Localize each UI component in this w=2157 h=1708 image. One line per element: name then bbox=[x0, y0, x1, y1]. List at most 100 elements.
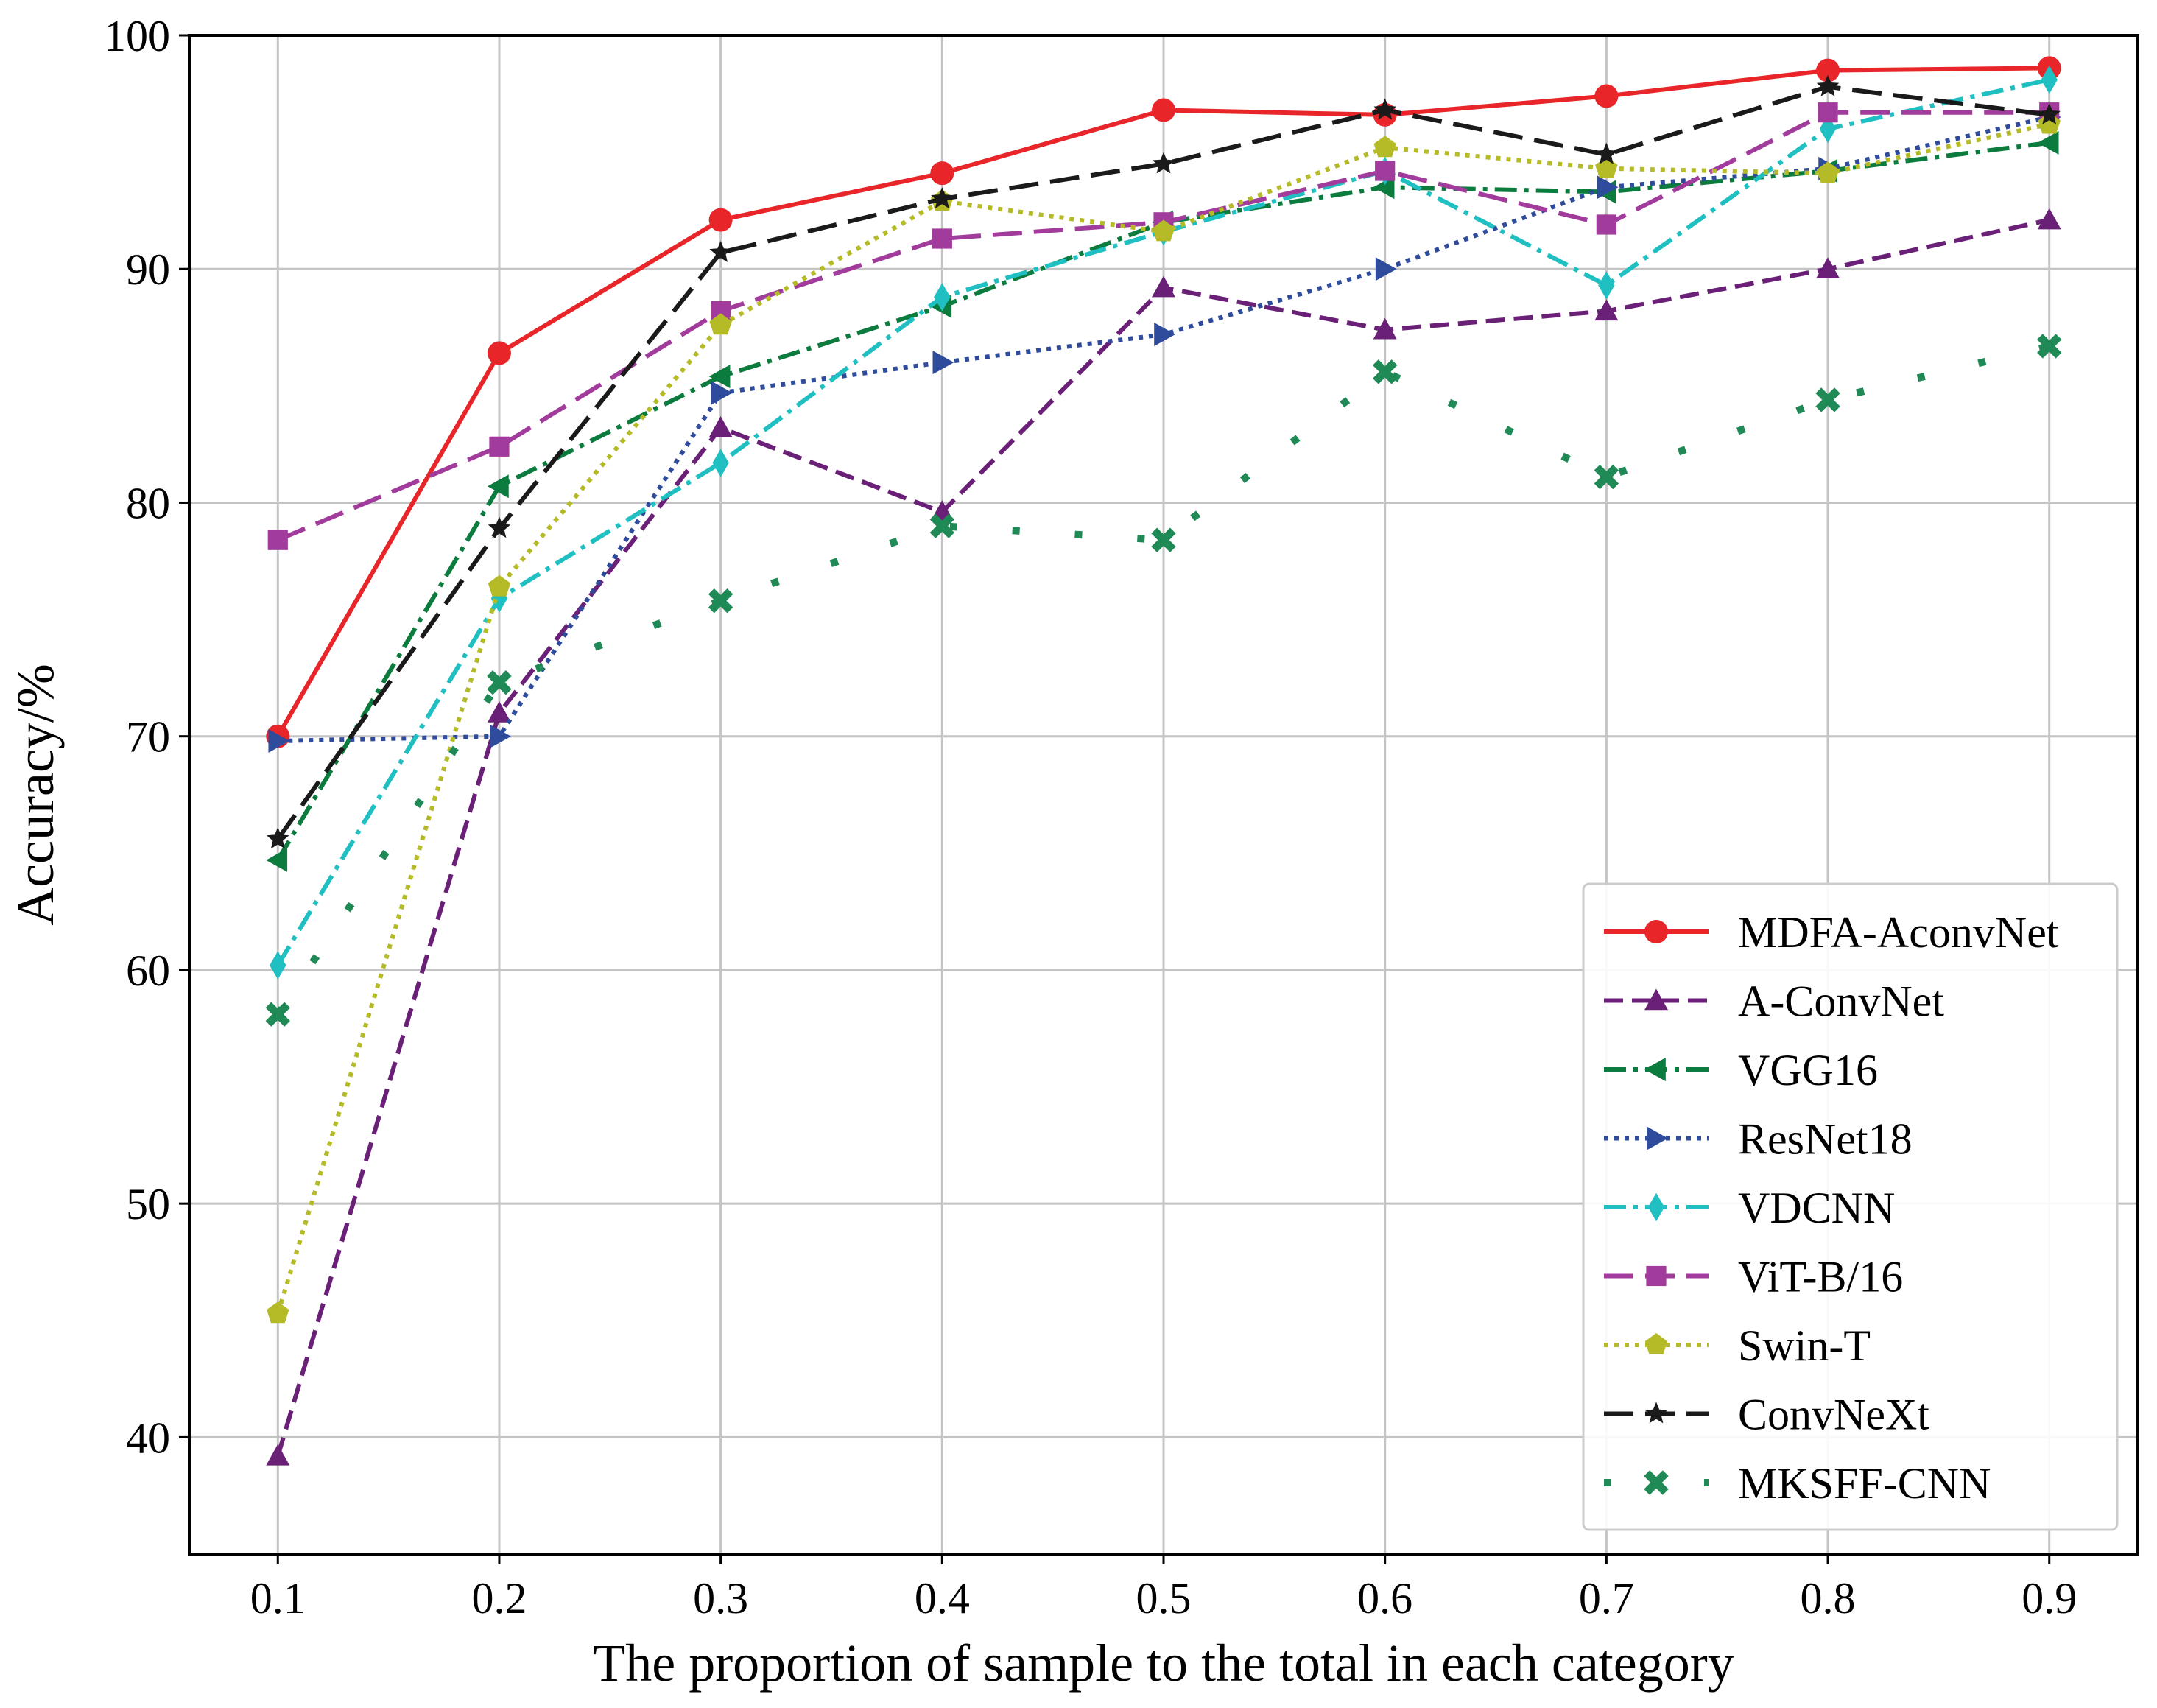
data-point-marker bbox=[1596, 214, 1616, 235]
data-point-marker bbox=[1594, 299, 1619, 321]
data-point-marker bbox=[1375, 257, 1397, 281]
data-point-marker bbox=[1373, 317, 1397, 340]
data-point-marker bbox=[708, 588, 733, 614]
x-tick-label: 0.8 bbox=[1801, 1574, 1856, 1623]
legend-label: ResNet18 bbox=[1738, 1115, 1913, 1164]
legend-item: ResNet18 bbox=[1604, 1115, 1913, 1164]
legend-item: Swin-T bbox=[1604, 1321, 1871, 1370]
y-tick-label: 80 bbox=[126, 479, 170, 527]
data-point-marker bbox=[1647, 1192, 1665, 1222]
series-line bbox=[275, 84, 2050, 841]
data-point-marker bbox=[1373, 175, 1395, 200]
data-point-marker bbox=[267, 530, 288, 550]
data-point-marker bbox=[932, 351, 954, 375]
x-tick-label: 0.3 bbox=[693, 1574, 748, 1623]
data-point-marker bbox=[1644, 1333, 1668, 1354]
data-point-marker bbox=[2037, 130, 2059, 155]
data-point-marker bbox=[1647, 1126, 1668, 1150]
data-point-marker bbox=[487, 700, 511, 723]
data-point-marker bbox=[1154, 323, 1175, 347]
x-tick-label: 0.6 bbox=[1357, 1574, 1412, 1623]
x-tick-label: 0.5 bbox=[1136, 1574, 1192, 1623]
data-point-marker bbox=[2038, 102, 2061, 124]
data-point-marker bbox=[266, 848, 288, 872]
data-point-marker bbox=[1372, 359, 1398, 384]
series-line bbox=[275, 77, 2050, 967]
series-line bbox=[278, 115, 2050, 743]
data-point-marker bbox=[1646, 1265, 1667, 1287]
y-tick-label: 40 bbox=[126, 1413, 170, 1462]
legend-label: MDFA-AconvNet bbox=[1738, 908, 2059, 957]
x-tick-label: 0.9 bbox=[2021, 1574, 2077, 1623]
legend-item: ViT-B/16 bbox=[1604, 1253, 1903, 1301]
series-line bbox=[275, 140, 2050, 862]
data-point-marker bbox=[1373, 98, 1396, 120]
x-tick-label: 0.1 bbox=[250, 1574, 306, 1623]
data-point-marker bbox=[930, 161, 954, 186]
data-point-marker bbox=[1152, 275, 1175, 298]
data-point-marker bbox=[267, 1301, 289, 1324]
data-point-marker bbox=[712, 449, 729, 477]
data-point-marker bbox=[929, 513, 955, 538]
data-point-marker bbox=[1644, 920, 1668, 943]
legend-label: ConvNeXt bbox=[1738, 1391, 1929, 1439]
data-point-marker bbox=[934, 283, 951, 312]
data-point-marker bbox=[1644, 1402, 1668, 1424]
data-point-marker bbox=[1644, 1470, 1669, 1495]
legend-item: VGG16 bbox=[1604, 1046, 1878, 1094]
data-point-marker bbox=[490, 584, 508, 613]
data-point-marker bbox=[708, 208, 733, 232]
y-tick-label: 50 bbox=[126, 1180, 170, 1229]
data-point-marker bbox=[265, 1002, 290, 1027]
data-point-marker bbox=[1594, 84, 1619, 108]
data-point-marker bbox=[1152, 152, 1175, 174]
data-point-marker bbox=[1816, 161, 1840, 183]
legend-label: VDCNN bbox=[1738, 1184, 1895, 1232]
data-point-marker bbox=[1816, 58, 1840, 82]
y-axis-label: Accuracy/% bbox=[6, 664, 65, 926]
data-point-marker bbox=[487, 670, 512, 695]
data-point-marker bbox=[2037, 208, 2061, 230]
legend-label: VGG16 bbox=[1738, 1046, 1878, 1094]
legend-item: A-ConvNet bbox=[1604, 977, 1944, 1026]
x-axis-label: The proportion of sample to the total in… bbox=[593, 1634, 1734, 1693]
data-point-marker bbox=[1816, 257, 1840, 279]
data-point-marker bbox=[1594, 464, 1619, 490]
legend: MDFA-AconvNet A-ConvNet VGG16 ResNet18 VDCNN… bbox=[1582, 882, 2119, 1531]
data-point-marker bbox=[1375, 161, 1396, 181]
legend-box bbox=[1582, 882, 2119, 1531]
data-point-marker bbox=[488, 574, 511, 597]
data-point-marker bbox=[2041, 66, 2058, 94]
data-point-marker bbox=[1598, 271, 1615, 300]
data-point-marker bbox=[270, 951, 286, 980]
data-point-marker bbox=[711, 381, 733, 405]
y-tick-label: 90 bbox=[126, 245, 170, 294]
series-layer bbox=[265, 56, 2062, 1466]
data-point-marker bbox=[708, 365, 731, 389]
data-point-marker bbox=[1644, 988, 1668, 1011]
legend-label: A-ConvNet bbox=[1738, 977, 1944, 1026]
data-point-marker bbox=[1595, 142, 1618, 164]
data-point-marker bbox=[488, 516, 511, 538]
data-point-marker bbox=[1152, 219, 1175, 242]
data-point-marker bbox=[709, 313, 732, 335]
legend-item: ConvNeXt bbox=[1604, 1391, 1929, 1439]
data-point-marker bbox=[267, 827, 289, 849]
data-point-marker bbox=[1151, 527, 1176, 552]
data-point-marker bbox=[1644, 1058, 1666, 1081]
data-point-marker bbox=[1816, 74, 1840, 96]
data-point-marker bbox=[1597, 175, 1619, 200]
data-point-marker bbox=[1373, 136, 1396, 158]
data-point-marker bbox=[2037, 334, 2062, 359]
data-point-marker bbox=[931, 187, 954, 208]
data-point-marker bbox=[268, 729, 290, 753]
y-tick-label: 70 bbox=[126, 713, 170, 762]
data-point-marker bbox=[489, 436, 510, 457]
data-point-marker bbox=[709, 241, 732, 262]
data-point-marker bbox=[932, 228, 952, 249]
series-mksff-cnn bbox=[265, 334, 2062, 1027]
data-point-marker bbox=[487, 474, 509, 499]
legend-label: MKSFF-CNN bbox=[1738, 1459, 1991, 1508]
data-point-marker bbox=[1818, 102, 1838, 123]
legend-item: MDFA-AconvNet bbox=[1604, 908, 2059, 957]
